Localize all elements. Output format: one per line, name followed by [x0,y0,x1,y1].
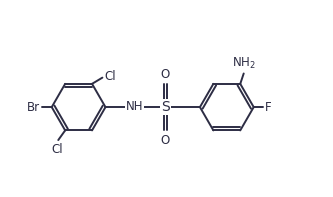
Text: O: O [161,68,170,81]
Text: NH: NH [126,99,143,112]
Text: S: S [161,100,170,114]
Text: Cl: Cl [104,70,116,83]
Text: Cl: Cl [52,143,63,156]
Text: NH$_2$: NH$_2$ [232,56,256,71]
Text: F: F [265,101,272,114]
Text: Br: Br [27,101,40,114]
Text: O: O [161,134,170,147]
